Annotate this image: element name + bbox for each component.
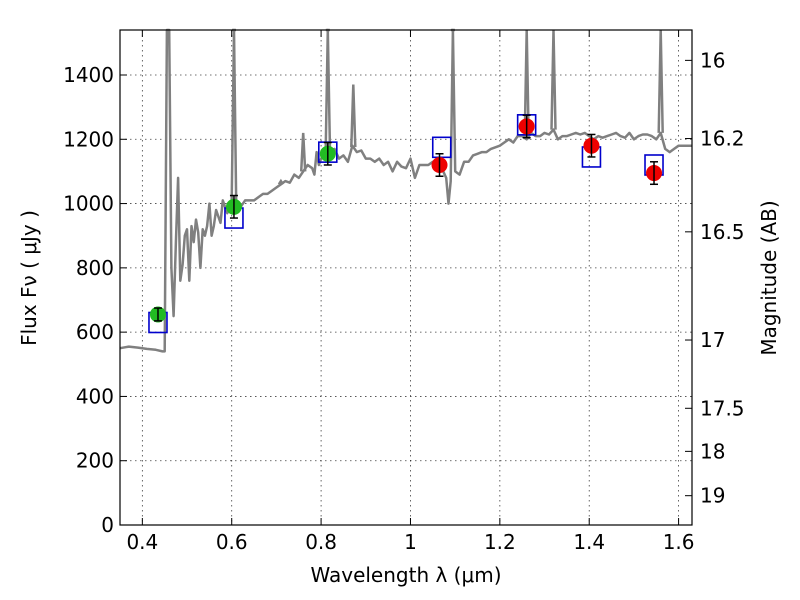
mag-tick-label: 19 bbox=[700, 484, 725, 508]
ticks bbox=[120, 30, 692, 526]
x-axis-title: Wavelength λ (μm) bbox=[310, 563, 501, 587]
y-tick-label: 800 bbox=[76, 256, 114, 280]
x-tick-label: 1.6 bbox=[663, 530, 695, 554]
plot-frame bbox=[119, 29, 693, 526]
mag-tick-label: 16.5 bbox=[700, 220, 745, 244]
y-tick-label: 200 bbox=[76, 449, 114, 473]
x-tick-label: 0.4 bbox=[126, 530, 158, 554]
y-tick-label: 1200 bbox=[63, 127, 114, 151]
x-tick-label: 1 bbox=[404, 530, 417, 554]
y-tick-label: 600 bbox=[76, 320, 114, 344]
y-tick-label: 400 bbox=[76, 384, 114, 408]
y-tick-label: 0 bbox=[101, 513, 114, 537]
x-tick-label: 1.2 bbox=[484, 530, 516, 554]
mag-tick-label: 17.5 bbox=[700, 396, 745, 420]
grid bbox=[120, 30, 692, 526]
spectrum-line bbox=[119, 28, 692, 353]
mag-tick-label: 16 bbox=[700, 48, 725, 72]
emission-spike bbox=[277, 178, 284, 185]
emission-spike bbox=[299, 132, 307, 172]
spectrum bbox=[119, 28, 692, 353]
mag-tick-label: 16.2 bbox=[700, 127, 745, 151]
emission-spike bbox=[550, 29, 557, 130]
y-axis-title: Flux Fν ( μJy ) bbox=[17, 210, 41, 346]
tick-labels: 0.4 0.6 0.8 1 1.2 1.4 1.6 0 200 400 600 800 1000 1200… bbox=[63, 48, 744, 554]
data-points bbox=[149, 114, 663, 323]
mag-tick-label: 17 bbox=[700, 328, 725, 352]
x-tick-label: 1.4 bbox=[573, 530, 605, 554]
x-tick-label: 0.6 bbox=[216, 530, 248, 554]
y2-axis-title: Magnitude (AB) bbox=[757, 200, 781, 355]
emission-spike bbox=[657, 29, 664, 133]
y-tick-label: 1400 bbox=[63, 63, 114, 87]
y-tick-label: 1000 bbox=[63, 192, 114, 216]
emission-spike bbox=[350, 84, 357, 148]
x-tick-label: 0.8 bbox=[305, 530, 337, 554]
mag-tick-label: 18 bbox=[700, 439, 725, 463]
